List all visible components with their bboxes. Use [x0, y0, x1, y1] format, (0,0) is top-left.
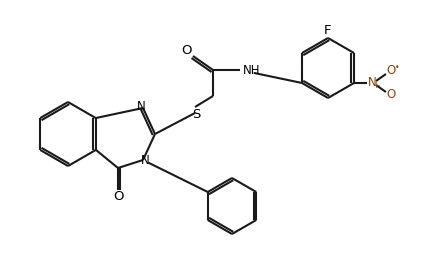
Text: +: +	[372, 81, 379, 91]
Text: N: N	[140, 154, 149, 168]
Text: O: O	[114, 191, 124, 203]
Text: O: O	[181, 44, 192, 58]
Text: NH: NH	[243, 65, 260, 77]
Text: O: O	[385, 65, 395, 77]
Text: •: •	[394, 64, 398, 73]
Text: S: S	[191, 107, 200, 121]
Text: F: F	[323, 24, 331, 36]
Text: O: O	[385, 88, 395, 102]
Text: N: N	[367, 76, 375, 90]
Text: N: N	[136, 99, 145, 113]
